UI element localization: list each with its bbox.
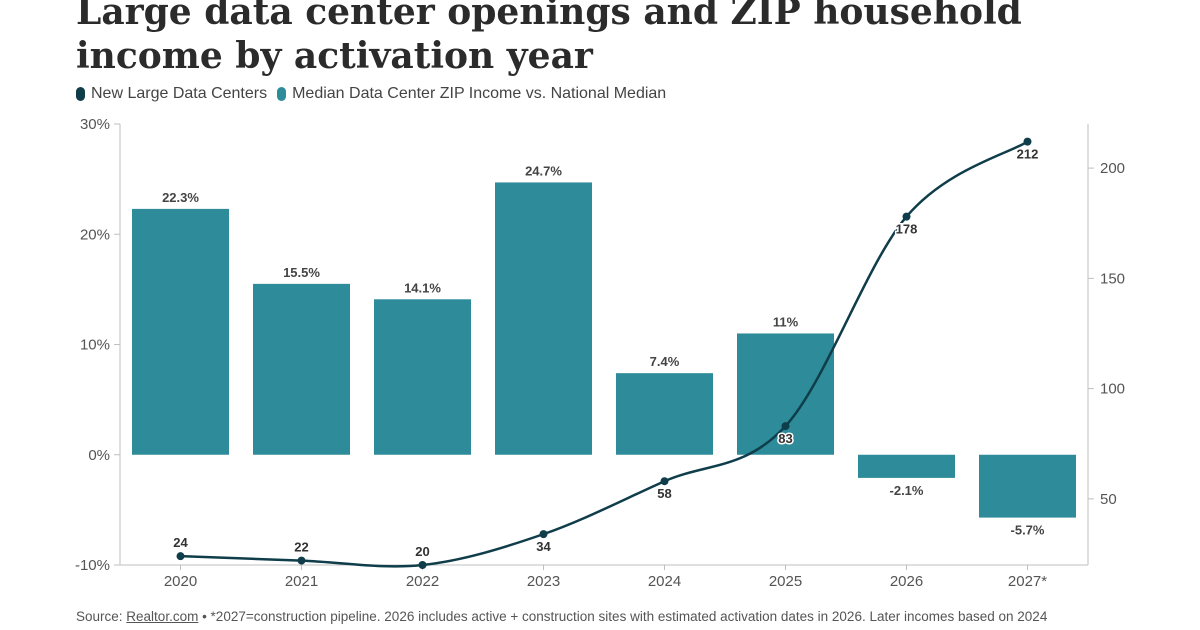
line-point [902, 212, 911, 221]
line-label: 83 [778, 431, 792, 446]
line-point [539, 530, 548, 539]
chart-title: Large data center openings and ZIP house… [76, 0, 1022, 77]
bars-layer [132, 182, 1076, 518]
left-tick-label: 10% [80, 337, 110, 354]
legend-swatch-bar [277, 87, 287, 101]
line-point [418, 561, 427, 569]
line-label: 24 [173, 535, 188, 550]
bar-label: 24.7% [525, 163, 562, 178]
bar [132, 208, 229, 455]
x-tick-label: 2027* [1008, 573, 1047, 590]
right-tick-label: 100 [1100, 381, 1125, 398]
bar [616, 373, 713, 455]
legend: New Large Data Centers Median Data Cente… [76, 84, 676, 104]
source-note-text: • *2027=construction pipeline. 2026 incl… [198, 609, 1048, 624]
bar [858, 454, 955, 478]
line-point [660, 477, 669, 486]
left-tick-label: 20% [80, 226, 110, 243]
labels-layer: 22.3% 15.5% 14.1% 24.7% 7.4% 11% -2.1% -5.7% 24 2… [162, 145, 1045, 560]
legend-label: New Large Data Centers [91, 85, 268, 102]
legend-item-data-centers[interactable]: New Large Data Centers [76, 85, 267, 103]
legend-item-income[interactable]: Median Data Center ZIP Income vs. Nation… [277, 85, 666, 103]
bar-label: 7.4% [650, 354, 680, 369]
left-tick-label: 0% [88, 447, 110, 464]
line-label: 20 [415, 544, 429, 559]
right-tick-label: 200 [1100, 160, 1125, 177]
bar-label: 15.5% [283, 265, 320, 280]
bar [374, 299, 471, 455]
bar [495, 182, 592, 455]
left-tick-label: 30% [80, 116, 110, 133]
legend-label: Median Data Center ZIP Income vs. Nation… [292, 85, 667, 102]
series-line [180, 140, 1029, 568]
line-label: 178 [896, 222, 918, 237]
x-tick-label: 2023 [527, 573, 560, 590]
line-label: 58 [657, 486, 671, 501]
bar-label: -2.1% [890, 483, 924, 498]
bar [979, 454, 1076, 518]
x-tick-label: 2026 [890, 573, 923, 590]
line-point [1023, 137, 1032, 146]
x-tick-label: 2025 [769, 573, 802, 590]
x-tick-label: 2024 [648, 573, 681, 590]
bar-label: 14.1% [404, 280, 441, 295]
bar [737, 333, 834, 455]
line-label: 22 [294, 540, 308, 555]
right-tick-label: 50 [1100, 491, 1117, 508]
source-label: Source: [76, 609, 123, 624]
x-tick-label: 2022 [406, 573, 439, 590]
source-link[interactable]: Realtor.com [126, 609, 199, 624]
line-point [176, 552, 185, 561]
bar-label: 11% [773, 314, 799, 329]
line-label: 34 [536, 539, 551, 554]
right-tick-label: 150 [1100, 270, 1125, 287]
bar-label: -5.7% [1011, 523, 1045, 538]
line-point [781, 422, 790, 431]
x-tick-label: 2020 [164, 573, 197, 590]
x-tick-label: 2021 [285, 573, 318, 590]
bar-label: 22.3% [162, 190, 199, 205]
source-note: Source: Realtor.com • *2027=construction… [76, 607, 1186, 626]
line-label: 212 [1017, 147, 1039, 162]
bar [253, 283, 350, 455]
line-layer [176, 137, 1032, 569]
line-point [297, 556, 306, 565]
legend-swatch-line [76, 87, 85, 101]
left-tick-label: -10% [75, 557, 110, 574]
